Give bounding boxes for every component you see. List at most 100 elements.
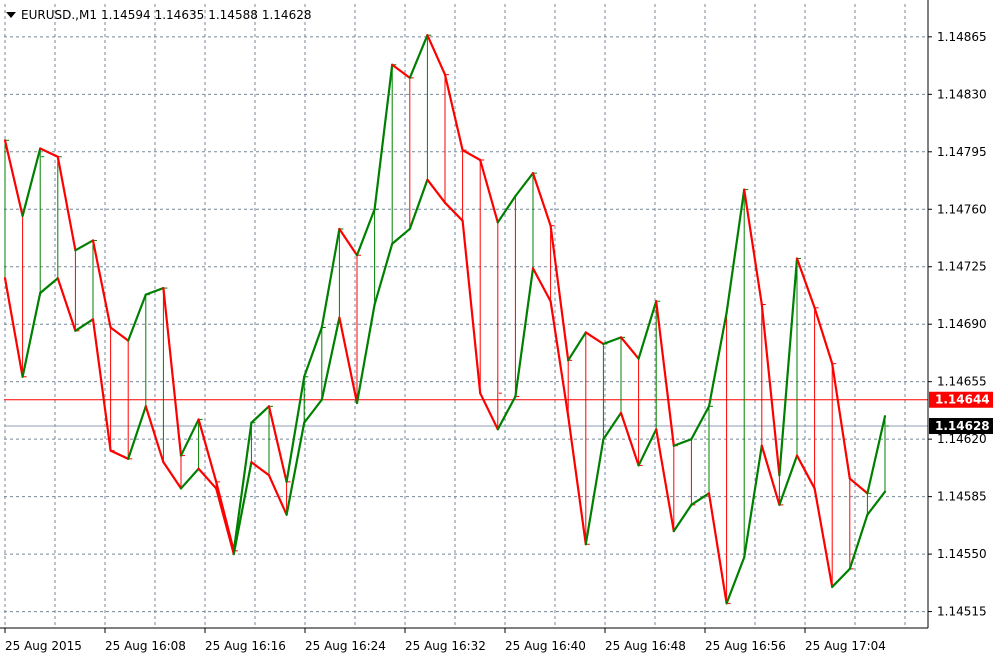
lower-segment xyxy=(250,461,271,477)
lower-segment xyxy=(408,178,429,231)
y-tick-label: 1.14830 xyxy=(937,87,987,101)
upper-segment xyxy=(496,195,517,224)
dropdown-triangle-icon[interactable] xyxy=(6,12,16,18)
high-price: 1.14635 xyxy=(154,8,205,22)
upper-segment xyxy=(285,375,306,483)
open-price: 1.14594 xyxy=(100,8,151,22)
upper-segment xyxy=(39,147,59,158)
upper-segment xyxy=(127,293,147,342)
upper-segment xyxy=(408,34,429,79)
lower-segment xyxy=(707,492,728,605)
bid-price-tag-bg xyxy=(929,391,993,408)
lower-segment xyxy=(285,421,306,516)
lower-segment xyxy=(179,467,200,490)
upper-segment xyxy=(866,415,887,495)
lower-segment xyxy=(56,277,77,332)
lower-segment xyxy=(215,487,235,556)
upper-segment xyxy=(197,418,218,483)
x-tick-label: 25 Aug 16:16 xyxy=(205,639,286,653)
lower-segment xyxy=(3,277,24,378)
upper-segment xyxy=(3,139,24,217)
upper-segment xyxy=(461,149,482,162)
series-lines xyxy=(3,34,887,605)
upper-segment xyxy=(74,239,95,252)
x-tick-label: 25 Aug 16:40 xyxy=(505,639,586,653)
lower-segment xyxy=(267,474,288,516)
y-tick-label: 1.14585 xyxy=(937,490,987,504)
upper-segment xyxy=(725,188,746,314)
y-tick-label: 1.14865 xyxy=(937,30,987,44)
lower-segment xyxy=(690,492,711,506)
upper-segment xyxy=(91,239,112,329)
lower-segment xyxy=(443,201,464,222)
upper-segment xyxy=(619,336,640,360)
lower-segment xyxy=(197,467,218,490)
lower-segment xyxy=(39,277,59,295)
y-tick-label: 1.14655 xyxy=(937,375,987,389)
lower-segment xyxy=(21,291,42,378)
upper-segment xyxy=(373,63,394,211)
lower-segment xyxy=(303,398,323,424)
x-tick-label: 25 Aug 16:24 xyxy=(305,639,386,653)
upper-segment xyxy=(707,311,728,408)
upper-segment xyxy=(303,326,323,378)
upper-segment xyxy=(567,331,587,362)
lower-segment xyxy=(795,454,816,490)
upper-segment xyxy=(426,34,447,76)
upper-segment xyxy=(479,158,499,224)
low-price: 1.14588 xyxy=(208,8,258,22)
grid xyxy=(4,4,928,628)
lower-segment xyxy=(813,487,834,589)
y-tick-label: 1.14760 xyxy=(937,202,987,216)
lower-segment xyxy=(426,178,447,204)
lower-segment xyxy=(91,318,112,452)
y-tick-label: 1.14795 xyxy=(937,145,987,159)
bid-price-tag-label: 1.14644 xyxy=(935,393,990,407)
x-axis: 25 Aug 2015 25 Aug 16:08 25 Aug 16:16 25 Au… xyxy=(4,628,886,653)
ask-price-tag: 1.14628 xyxy=(929,418,993,435)
lower-segment xyxy=(743,444,763,559)
x-tick-label: 25 Aug 16:56 xyxy=(705,639,786,653)
symbol-header: EURUSD.,M1 1.14594 1.14635 1.14588 1.14628 xyxy=(6,8,315,22)
lower-segment xyxy=(144,405,165,464)
upper-segment xyxy=(144,286,165,296)
lower-segment xyxy=(655,428,675,533)
y-tick-label: 1.14550 xyxy=(937,547,987,561)
lower-segment xyxy=(74,318,95,332)
lower-segment xyxy=(831,567,851,589)
ask-price-tag-bg xyxy=(929,418,993,435)
lower-segment xyxy=(619,411,640,467)
x-tick-label: 25 Aug 2015 xyxy=(5,639,82,653)
x-tick-label: 25 Aug 16:32 xyxy=(405,639,486,653)
upper-segment xyxy=(690,405,711,441)
lower-segment xyxy=(760,444,781,506)
lower-segment xyxy=(391,227,411,245)
lower-segment xyxy=(567,415,587,546)
lower-segment xyxy=(461,219,482,395)
upper-segment xyxy=(813,306,834,365)
upper-segment xyxy=(514,172,535,198)
y-tick-label: 1.14725 xyxy=(937,260,987,274)
close-price: 1.14628 xyxy=(261,8,312,22)
symbol-name: EURUSD.,M1 xyxy=(21,8,97,22)
lower-segment xyxy=(496,395,517,431)
lower-segment xyxy=(778,454,799,506)
lower-segment xyxy=(232,461,253,556)
lower-segment xyxy=(479,392,499,431)
ask-price-tag-label: 1.14628 xyxy=(935,419,990,433)
upper-segment xyxy=(109,326,130,342)
lower-segment xyxy=(320,316,341,401)
lower-segment xyxy=(338,316,359,405)
upper-segment xyxy=(831,362,851,480)
x-tick-label: 25 Aug 16:48 xyxy=(605,639,686,653)
lower-segment xyxy=(725,556,746,605)
upper-segment xyxy=(267,405,288,483)
upper-segment xyxy=(549,224,570,362)
x-tick-label: 25 Aug 16:08 xyxy=(105,639,186,653)
y-axis: 1.14865 1.14830 1.14795 1.14760 1.14725 1.146… xyxy=(928,30,987,619)
upper-segment xyxy=(743,188,763,306)
lower-segment xyxy=(373,242,394,306)
lower-segment xyxy=(127,405,147,460)
